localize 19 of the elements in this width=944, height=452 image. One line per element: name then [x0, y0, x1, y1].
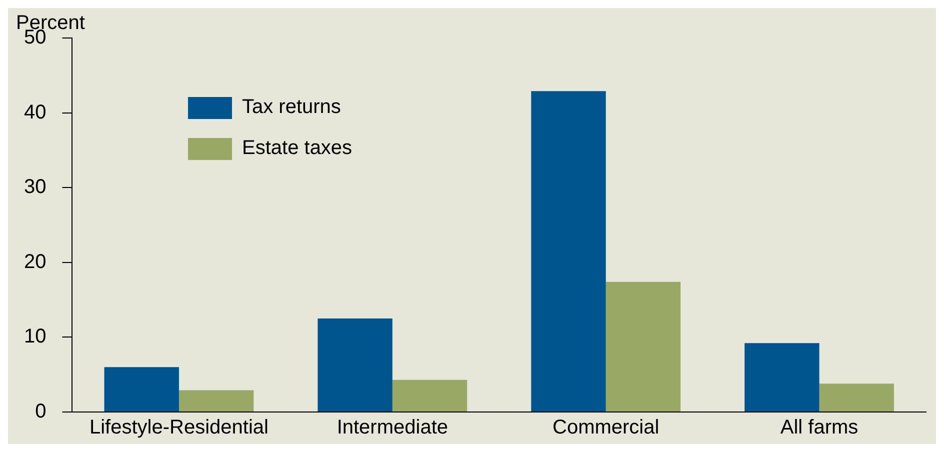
x-tick-label: Intermediate: [336, 416, 448, 439]
y-tick-label: 20: [24, 250, 46, 273]
legend-label: Tax returns: [242, 96, 341, 119]
bar: [744, 343, 820, 412]
x-tick-label: Commercial: [552, 416, 660, 439]
y-tick-label: 0: [35, 400, 46, 423]
bar: [819, 384, 894, 412]
bar: [392, 380, 468, 412]
bar: [531, 91, 606, 412]
legend-label: Estate taxes: [242, 137, 352, 160]
y-tick-label: 30: [24, 176, 46, 198]
bar: [104, 367, 179, 412]
y-tick-label: 40: [24, 101, 46, 124]
bar: [318, 318, 392, 412]
x-tick-label: Lifestyle-Residential: [89, 416, 268, 439]
bar: [606, 282, 681, 412]
bar: [178, 390, 254, 412]
y-tick-label: 10: [24, 326, 46, 348]
x-tick-label: All farms: [780, 416, 858, 439]
